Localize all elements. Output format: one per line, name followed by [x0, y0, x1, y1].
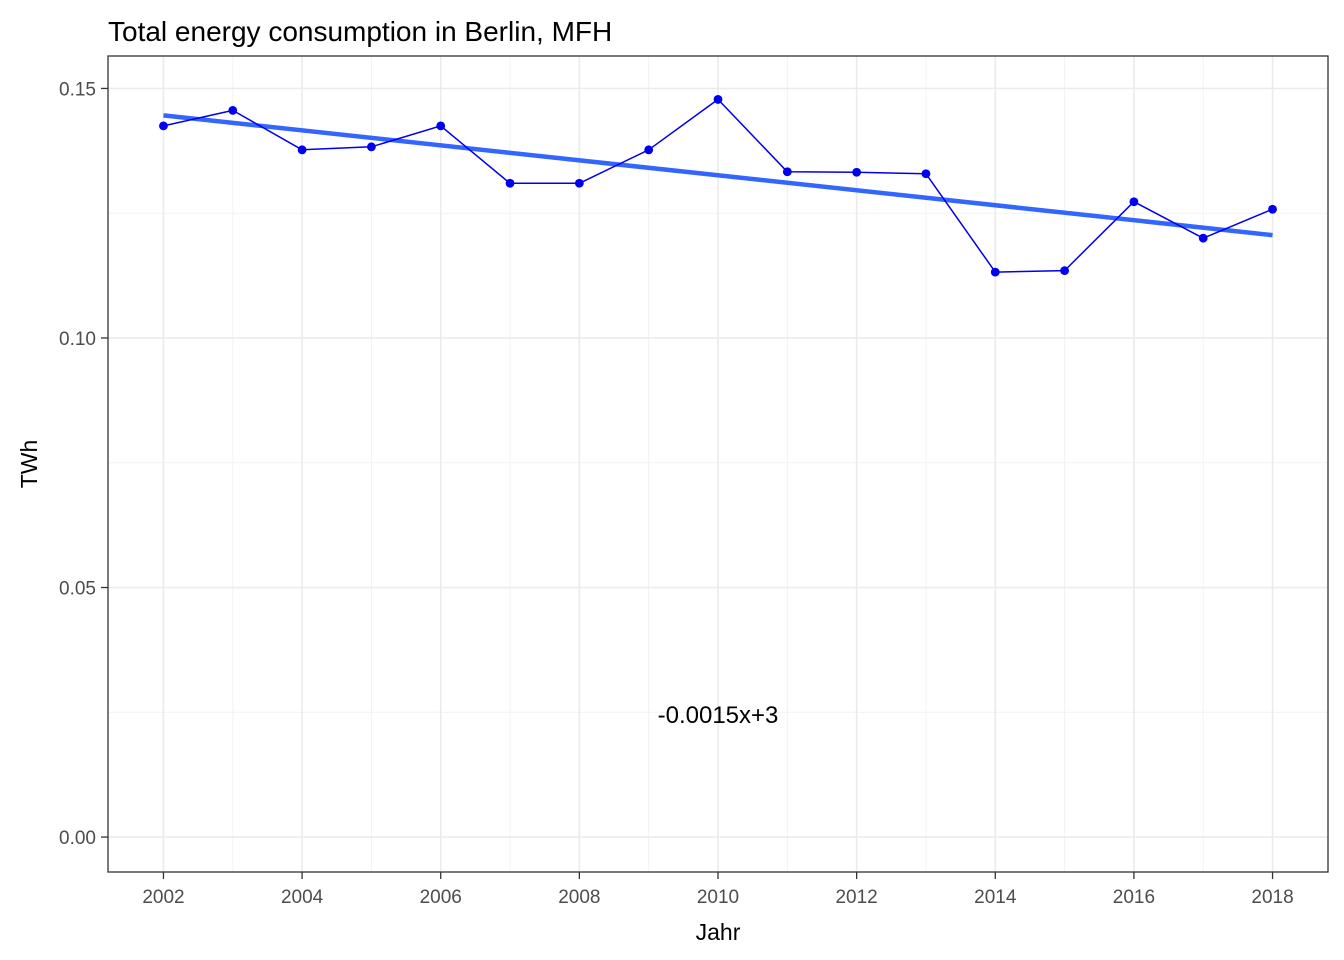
data-point	[367, 142, 376, 152]
y-tick-label: 0.05	[59, 579, 96, 600]
chart-title: Total energy consumption in Berlin, MFH	[108, 16, 612, 47]
y-axis: 0.00 0.05 0.10 0.15	[59, 79, 108, 849]
data-point	[644, 145, 654, 155]
x-tick-label: 2006	[420, 887, 462, 908]
data-point	[436, 121, 446, 131]
data-point	[921, 169, 931, 179]
regression-equation-label: -0.0015x+3	[658, 702, 779, 729]
x-tick-label: 2002	[142, 887, 184, 908]
trendline	[163, 113, 1273, 238]
x-tick-label: 2004	[281, 887, 324, 908]
data-point	[228, 106, 238, 115]
data-point	[505, 178, 515, 188]
y-tick-label: 0.10	[59, 329, 96, 350]
points-layer	[159, 95, 1277, 277]
data-point	[1060, 266, 1069, 276]
x-tick-label: 2016	[1113, 887, 1155, 908]
y-tick-label: 0.00	[59, 828, 96, 849]
y-axis-title: TWh	[16, 440, 42, 489]
x-tick-label: 2012	[835, 887, 877, 908]
data-point	[1268, 204, 1277, 214]
data-point	[1129, 197, 1139, 207]
x-tick-label: 2010	[697, 887, 739, 908]
data-point	[713, 95, 723, 104]
x-tick-label: 2008	[558, 887, 600, 908]
x-axis: 2002 2004 2006 2008 2010 2012 2014 2016 2018	[142, 872, 1294, 908]
major-gridlines	[108, 56, 1328, 872]
data-point	[297, 145, 307, 155]
x-axis-title: Jahr	[696, 919, 741, 945]
y-tick-label: 0.15	[59, 79, 96, 100]
trendline-layer	[163, 113, 1273, 238]
x-tick-label: 2018	[1251, 887, 1293, 908]
data-point	[852, 167, 862, 177]
data-point	[1198, 233, 1208, 243]
x-tick-label: 2014	[974, 887, 1017, 908]
data-point	[990, 267, 1000, 277]
data-point	[782, 167, 792, 177]
data-point	[574, 178, 584, 188]
data-point	[159, 121, 168, 131]
